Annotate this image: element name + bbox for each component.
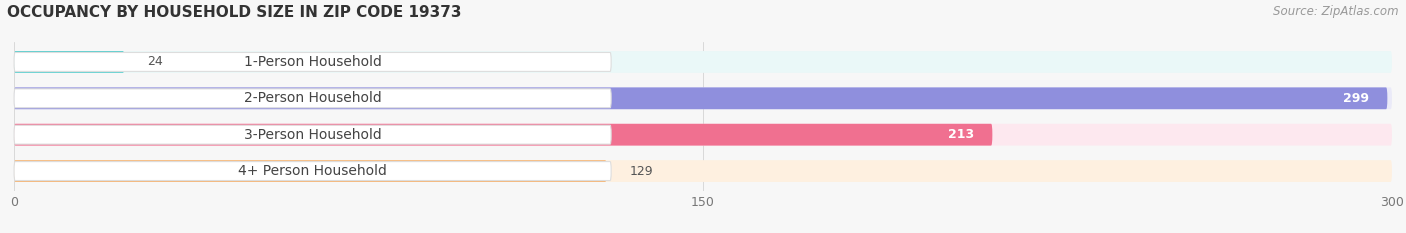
Text: 24: 24 bbox=[148, 55, 163, 69]
Text: 213: 213 bbox=[948, 128, 974, 141]
FancyBboxPatch shape bbox=[14, 51, 1392, 73]
Text: OCCUPANCY BY HOUSEHOLD SIZE IN ZIP CODE 19373: OCCUPANCY BY HOUSEHOLD SIZE IN ZIP CODE … bbox=[7, 5, 461, 20]
Text: 129: 129 bbox=[630, 164, 654, 178]
FancyBboxPatch shape bbox=[14, 124, 993, 146]
FancyBboxPatch shape bbox=[14, 89, 612, 108]
Text: 299: 299 bbox=[1343, 92, 1369, 105]
FancyBboxPatch shape bbox=[14, 87, 1392, 109]
FancyBboxPatch shape bbox=[14, 160, 1392, 182]
FancyBboxPatch shape bbox=[14, 125, 612, 144]
FancyBboxPatch shape bbox=[14, 124, 1392, 146]
FancyBboxPatch shape bbox=[14, 87, 1388, 109]
FancyBboxPatch shape bbox=[14, 162, 612, 181]
Text: 2-Person Household: 2-Person Household bbox=[243, 91, 381, 105]
Text: 1-Person Household: 1-Person Household bbox=[243, 55, 381, 69]
Text: 3-Person Household: 3-Person Household bbox=[243, 128, 381, 142]
Text: Source: ZipAtlas.com: Source: ZipAtlas.com bbox=[1274, 5, 1399, 18]
Text: 4+ Person Household: 4+ Person Household bbox=[238, 164, 387, 178]
FancyBboxPatch shape bbox=[14, 51, 124, 73]
FancyBboxPatch shape bbox=[14, 160, 606, 182]
FancyBboxPatch shape bbox=[14, 52, 612, 71]
